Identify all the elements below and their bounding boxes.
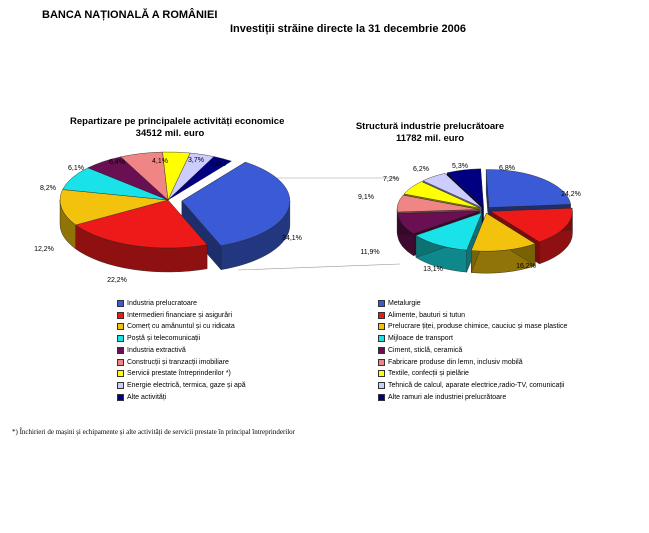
- data-label-2-6: 7,2%: [383, 176, 399, 183]
- legend-label: Ciment, sticlă, ceramică: [388, 346, 463, 354]
- slice-2-9: [446, 168, 484, 208]
- data-label-1-9: 3,0%: [210, 161, 226, 168]
- legend-swatch: [378, 311, 385, 319]
- legend-item-2-2: Alimente, bauturi si tutun: [378, 310, 465, 321]
- legend-label: Metalurgie: [388, 300, 421, 307]
- legend-swatch: [117, 323, 124, 331]
- legend-item-1-7: Servicii prestate întreprinderilor *): [117, 368, 231, 379]
- legend-swatch: [117, 381, 124, 389]
- data-label-1-2: 22,2%: [107, 277, 127, 284]
- legend-item-2-7: Textile, confecții și pielărie: [378, 368, 469, 379]
- legend-label: Poștă și telecomunicații: [127, 335, 201, 343]
- legend-swatch: [117, 393, 124, 401]
- slice-1-2: [75, 199, 208, 249]
- slice-2-3: [470, 212, 536, 252]
- legend-swatch: [378, 335, 385, 343]
- legend-item-1-5: Industria extractivă: [117, 345, 186, 356]
- data-label-1-8: 3,7%: [188, 157, 204, 164]
- page-title: Investiții străine directe la 31 decembr…: [230, 23, 467, 35]
- data-label-2-9: 6,8%: [499, 165, 515, 172]
- legend-item-2-4: Mijloace de transport: [378, 333, 453, 344]
- data-label-2-4: 11,9%: [360, 249, 379, 256]
- bank-name: BANCA NAȚIONALĂ A ROMÂNIEI: [42, 9, 218, 21]
- data-label-2-5: 9,1%: [358, 194, 374, 201]
- legend-swatch: [378, 370, 385, 378]
- legend-swatch: [117, 311, 124, 319]
- legend-label: Prelucrare țiței, produse chimice, cauci…: [388, 323, 568, 331]
- chart2-subtitle: 11782 mil. euro: [395, 133, 465, 144]
- data-label-2-3: 13,1%: [423, 266, 443, 273]
- legend-item-2-6: Fabricare produse din lemn, inclusiv mob…: [378, 357, 523, 368]
- slice-1-3: [59, 189, 169, 226]
- slice-2-8: [422, 173, 482, 208]
- legend-item-2-5: Ciment, sticlă, ceramică: [378, 345, 462, 356]
- data-label-1-1: 34,1%: [282, 235, 302, 242]
- legend-item-1-3: Comerț cu amănuntul și cu ridicata: [117, 321, 235, 332]
- slice-2-7: [403, 181, 481, 209]
- legend-swatch: [378, 381, 385, 389]
- legend-swatch: [117, 370, 124, 378]
- legend-item-2-9: Alte ramuri ale industriei prelucrătoare: [378, 392, 506, 403]
- data-label-2-1: 24,2%: [561, 191, 581, 198]
- legend-swatch: [378, 323, 385, 331]
- legend-swatch: [117, 346, 124, 354]
- legend-item-1-1: Industria prelucratoare: [117, 298, 197, 309]
- legend-label: Energie electrică, termica, gaze și apă: [127, 381, 246, 389]
- slice-2-6: [396, 194, 480, 213]
- data-label-1-7: 4,1%: [152, 158, 168, 165]
- data-label-2-2: 16,2%: [516, 263, 536, 270]
- chart2-title: Structură industrie prelucrătoare: [355, 121, 505, 132]
- legend-label: Mijloace de transport: [388, 335, 453, 343]
- legend-swatch: [378, 346, 385, 354]
- legend-label: Construcții și tranzacții imobiliare: [127, 358, 229, 366]
- footnote: *) Închirieri de mașini și echipamente ș…: [12, 428, 296, 436]
- slice-2-2: [489, 207, 573, 243]
- legend-swatch: [117, 300, 124, 307]
- data-label-1-6: 6,4%: [109, 159, 125, 166]
- slice-2-1: [485, 169, 571, 208]
- slice-1-9: [167, 156, 232, 201]
- slice-2-4: [415, 212, 483, 251]
- slice-1-1: [181, 161, 291, 246]
- legend-label: Intermedieri financiare și asigurări: [127, 311, 233, 319]
- legend-item-2-3: Prelucrare țiței, produse chimice, cauci…: [378, 321, 567, 332]
- legend-label: Comerț cu amănuntul și cu ridicata: [127, 323, 235, 331]
- legend-item-1-2: Intermedieri financiare și asigurări: [117, 310, 232, 321]
- legend-swatch: [117, 358, 124, 366]
- chart1-title: Repartizare pe principalele activități e…: [70, 116, 285, 127]
- legend-item-1-8: Energie electrică, termica, gaze și apă: [117, 380, 246, 391]
- legend-label: Textile, confecții și pielărie: [388, 370, 469, 378]
- legend-item-1-9: Alte activități: [117, 392, 166, 403]
- legend-swatch: [378, 358, 385, 366]
- data-label-2-7: 6,2%: [413, 166, 429, 173]
- legend-label: Industria prelucratoare: [127, 300, 198, 307]
- legend-swatch: [117, 335, 124, 343]
- legend-label: Tehnică de calcul, aparate electrice,rad…: [388, 381, 565, 389]
- legend-label: Alimente, bauturi si tutun: [388, 311, 466, 319]
- legend-item-2-1: Metalurgie: [378, 298, 421, 309]
- legend-swatch: [378, 393, 385, 401]
- legend-item-1-6: Construcții și tranzacții imobiliare: [117, 357, 229, 368]
- legend-item-2-8: Tehnică de calcul, aparate electrice,rad…: [378, 380, 564, 391]
- data-label-2-8: 5,3%: [452, 163, 468, 170]
- legend-item-1-4: Poștă și telecomunicații: [117, 333, 200, 344]
- pie-chart-1: 34,1% 22,2% 12,2% 8,2% 6,1% 6,4% 4,1% 3,7% 3,0%: [34, 151, 302, 284]
- data-label-1-4: 8,2%: [40, 185, 56, 192]
- pie-chart-2: 24,2% 16,2% 13,1% 11,9% 9,1% 7,2% 6,2% 5,3% 6,8%: [358, 163, 581, 274]
- data-label-1-3: 12,2%: [34, 246, 54, 253]
- legend-label: Alte activități: [127, 393, 167, 401]
- legend-swatch: [378, 300, 385, 307]
- chart1-subtitle: 34512 mil. euro: [135, 128, 205, 139]
- connector-line-bottom: [237, 263, 401, 271]
- legend-label: Servicii prestate întreprinderilor *): [127, 370, 231, 378]
- data-label-1-5: 6,1%: [68, 165, 84, 172]
- legend-label: Alte ramuri ale industriei prelucrătoare: [388, 393, 507, 401]
- legend-label: Fabricare produse din lemn, inclusiv mob…: [388, 358, 523, 366]
- legend-label: Industria extractivă: [127, 346, 186, 354]
- slice-2-5: [397, 210, 480, 234]
